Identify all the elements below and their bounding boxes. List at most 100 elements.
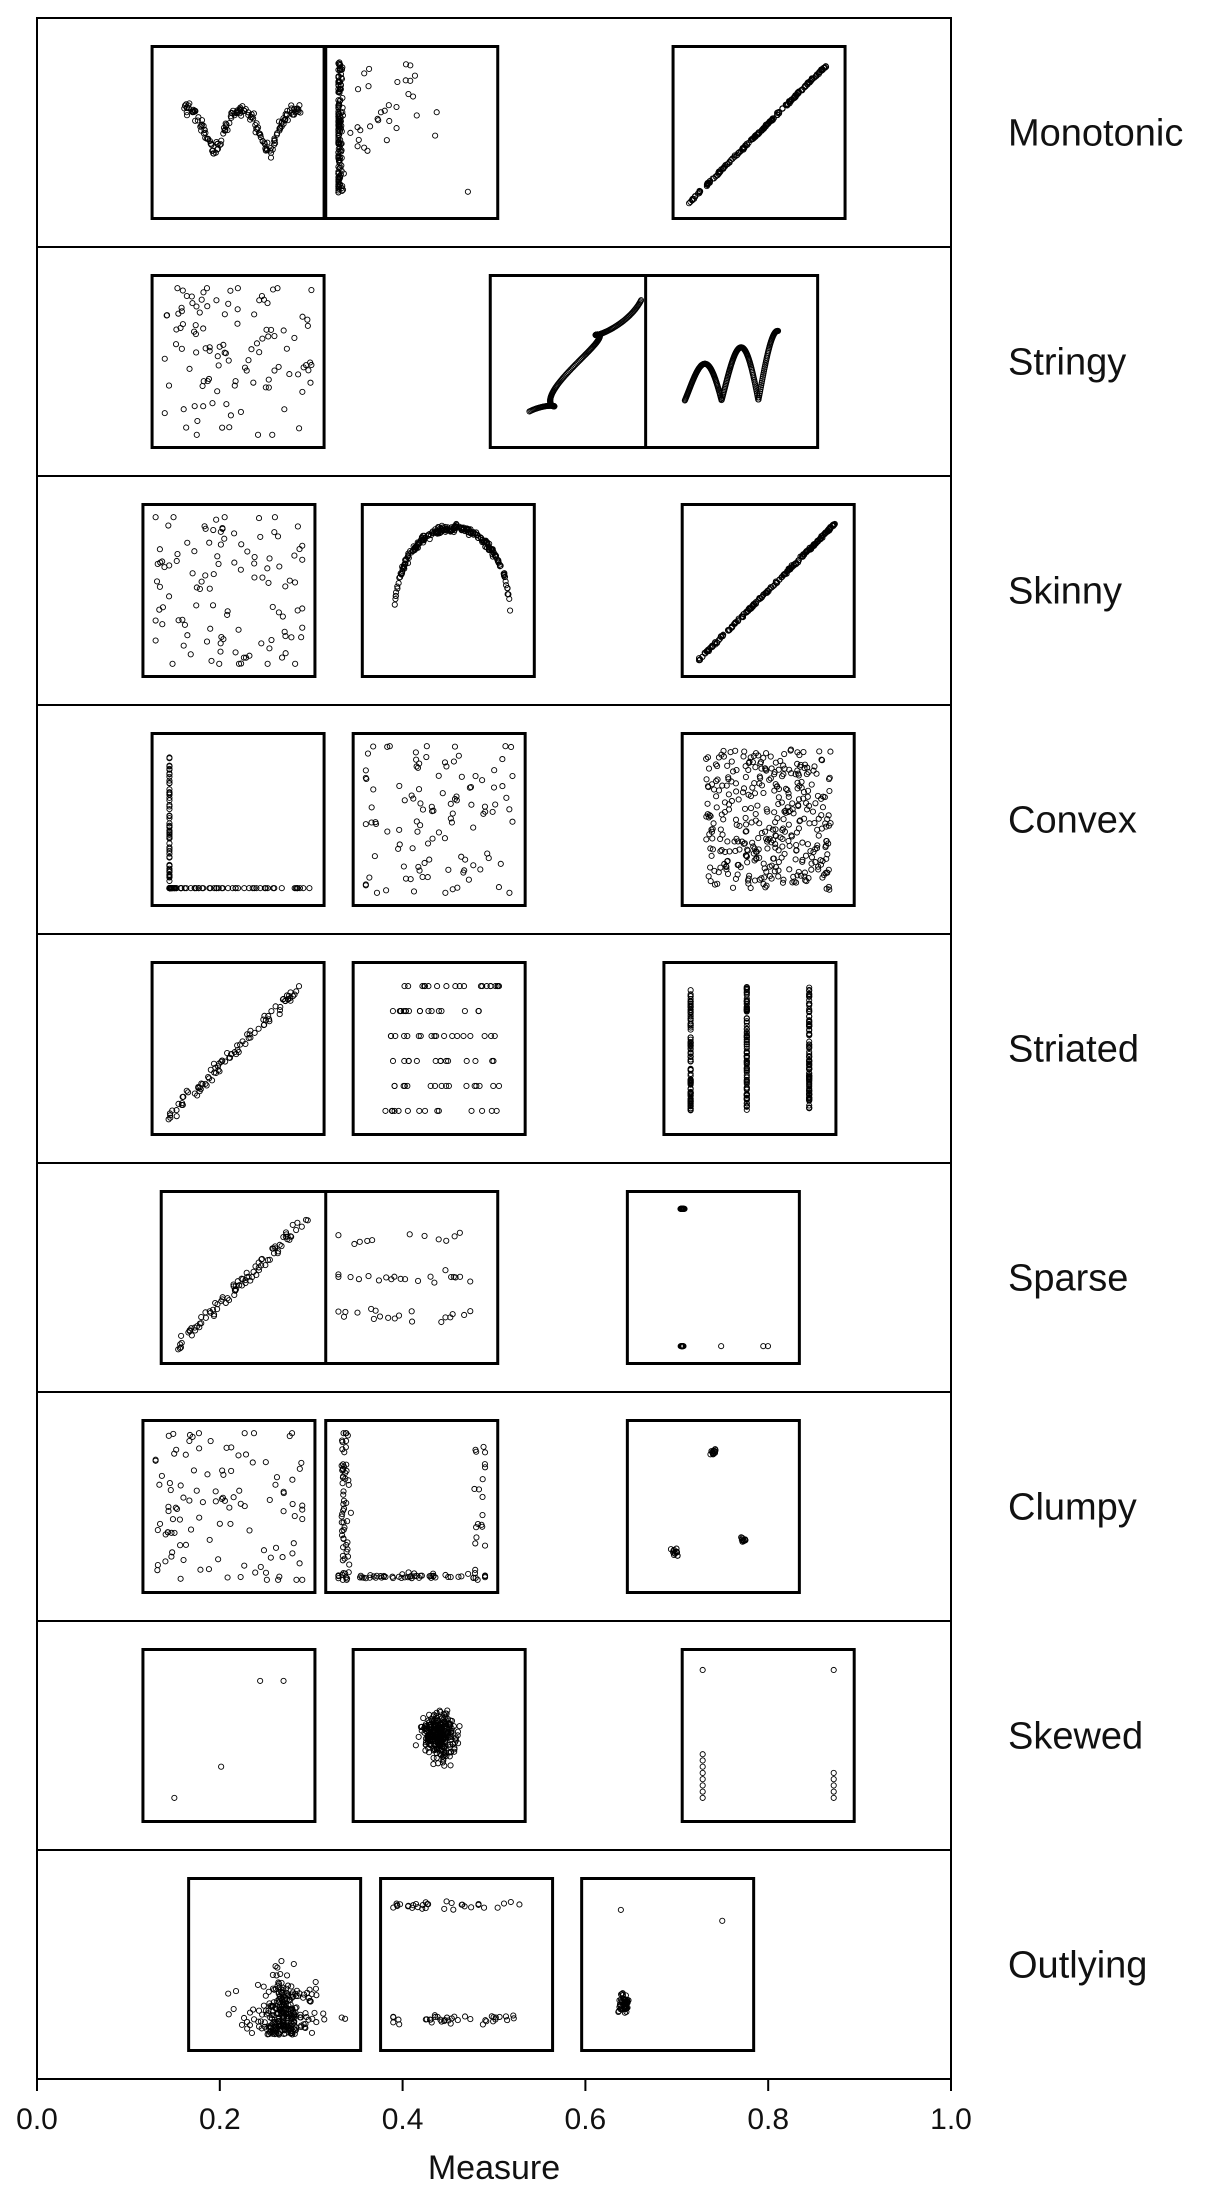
scatter-point	[219, 1057, 226, 1064]
scatter-point	[166, 773, 173, 780]
scatter-point	[340, 1501, 347, 1508]
scatter-point	[781, 570, 788, 577]
scatter-point	[298, 1223, 305, 1230]
scatter-point	[756, 820, 763, 827]
scatter-point	[732, 780, 739, 787]
scatter-point	[429, 835, 436, 842]
scatter-point	[181, 621, 188, 628]
scatter-point	[273, 1474, 281, 1481]
scatter-point	[414, 764, 422, 771]
scatter-point	[183, 104, 190, 111]
scatter-point	[803, 878, 810, 885]
scatter-point	[279, 1554, 286, 1561]
scatter-point	[806, 1094, 813, 1101]
scatter-point	[370, 1573, 377, 1580]
scatter-point	[234, 320, 241, 327]
scatter-point	[189, 1433, 196, 1440]
scatter-point	[743, 853, 750, 860]
scatter-point	[687, 1022, 694, 1029]
scatter-point	[785, 821, 792, 828]
scatter-point	[250, 2006, 257, 2013]
scatter-point	[795, 796, 803, 803]
scatter-point	[285, 992, 292, 999]
scatter-point	[243, 1269, 250, 1276]
scatter-point	[742, 814, 749, 821]
scatter-point	[710, 786, 718, 793]
scatter-point	[453, 797, 460, 804]
scatter-point	[166, 789, 173, 796]
scatter-point	[767, 775, 774, 782]
scatter-point	[198, 1080, 205, 1087]
scatter-point	[173, 1107, 180, 1114]
scatter-point	[230, 2005, 237, 2013]
scatter-point	[172, 341, 180, 348]
thumbnail-striated-1	[150, 961, 326, 1136]
scatter-point	[206, 539, 213, 546]
scatter-point	[299, 556, 306, 563]
scatter-point	[275, 1576, 282, 1583]
scatter-point	[409, 1318, 416, 1325]
scatter-point	[751, 601, 758, 608]
scatter-point	[687, 198, 694, 205]
scatter-point	[153, 578, 161, 585]
scatter-point	[293, 1226, 300, 1234]
scatter-point	[731, 620, 738, 628]
scatter-point	[396, 574, 403, 581]
scatter-point	[479, 1512, 486, 1519]
scatter-point	[479, 983, 486, 990]
scatter-point	[461, 1311, 468, 1319]
scatter-point	[433, 1709, 440, 1716]
scatter-point	[491, 1032, 498, 1040]
scatter-point	[414, 539, 421, 546]
scatter-point	[796, 782, 803, 789]
x-tick-label: 0.8	[747, 2103, 789, 2136]
scatter-point	[696, 187, 703, 194]
scatter-point	[687, 1036, 694, 1043]
scatter-point	[250, 1268, 257, 1275]
scatter-point	[154, 1526, 161, 1534]
scatter-point	[728, 758, 735, 765]
scatter-point	[237, 566, 244, 573]
scatter-point	[261, 2023, 268, 2030]
scatter-point	[708, 852, 715, 859]
scatter-point	[813, 72, 820, 80]
scatter-point	[441, 835, 448, 842]
scatter-point	[177, 885, 184, 892]
scatter-point	[816, 748, 823, 755]
scatter-point	[259, 335, 266, 342]
scatter-point	[786, 866, 793, 873]
scatter-point	[448, 1729, 455, 1736]
scatter-point	[276, 1007, 284, 1014]
thumbnail-convex-1	[150, 732, 326, 907]
scatter-point	[827, 748, 834, 755]
scatter-point	[743, 1033, 750, 1040]
scatter-point	[743, 1015, 750, 1022]
scatter-point	[726, 626, 733, 633]
scatter-point	[441, 1749, 448, 1756]
scatter-point	[770, 837, 777, 844]
scatter-point	[806, 1017, 813, 1024]
scatter-point	[408, 1575, 415, 1582]
scatter-point	[232, 378, 239, 385]
scatter-point	[170, 514, 177, 521]
scatter-point	[743, 990, 750, 997]
scatter-point	[745, 791, 752, 798]
scatter-point	[713, 793, 720, 800]
row-label: Outlying	[1008, 1945, 1147, 1987]
scatter-point	[708, 826, 715, 833]
scatter-point	[447, 1717, 454, 1724]
scatter-point	[202, 1080, 209, 1087]
scatter-point	[200, 885, 207, 892]
scatter-point	[394, 78, 401, 86]
scatter-point	[280, 1508, 287, 1515]
scatter-point	[464, 528, 471, 536]
scatter-point	[178, 304, 185, 311]
scatter-point	[413, 756, 420, 763]
scatter-point	[743, 1086, 750, 1093]
scatter-point	[219, 424, 226, 431]
scatter-point	[385, 102, 392, 109]
scatter-point	[415, 786, 423, 793]
scatter-point	[743, 983, 750, 991]
scatter-point	[490, 1057, 497, 1065]
scatter-point	[191, 1090, 198, 1097]
